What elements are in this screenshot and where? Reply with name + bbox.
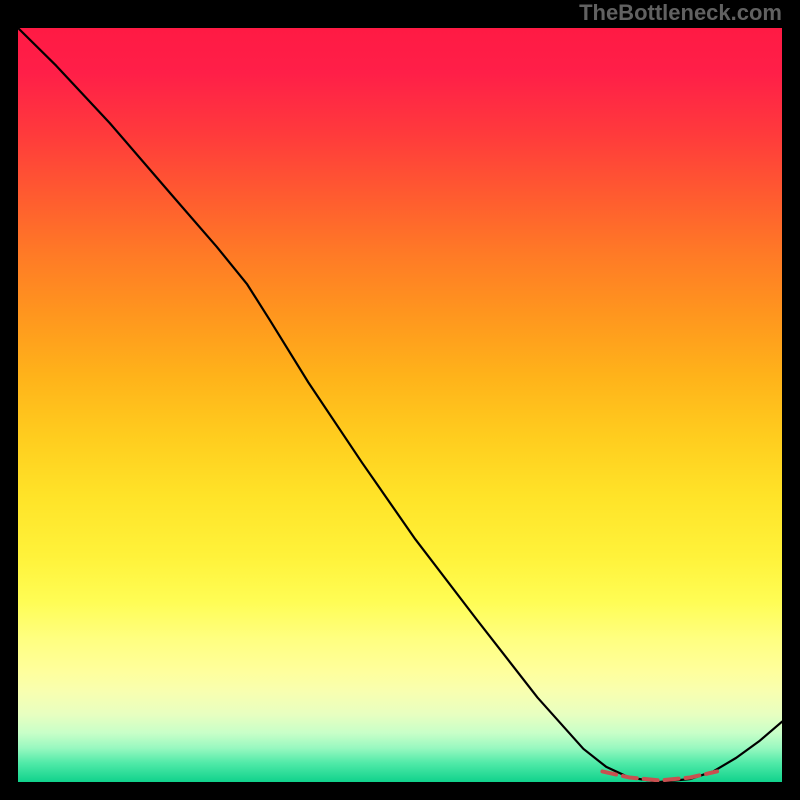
chart-curve-layer [18, 28, 782, 782]
chart-plot-area [18, 28, 782, 782]
watermark-text: TheBottleneck.com [579, 0, 782, 26]
main-line-curve [18, 28, 782, 782]
